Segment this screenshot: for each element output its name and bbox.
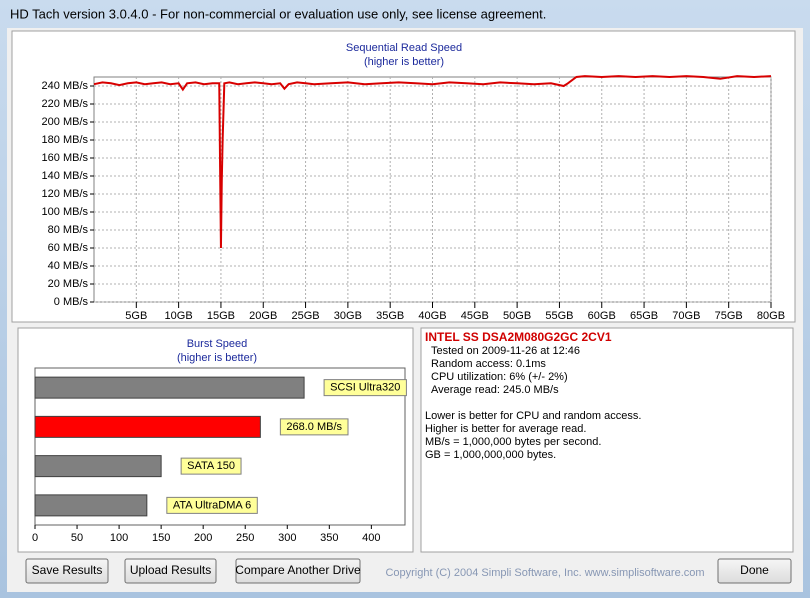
button[interactable]: Upload Results (124, 558, 217, 584)
info-stat: Average read: 245.0 MB/s (431, 384, 559, 396)
drive-name: INTEL SS DSA2M080G2GC 2CV1 (425, 330, 612, 344)
button[interactable]: Compare Another Drive (235, 558, 361, 584)
y-tick-label: 60 MB/s (48, 242, 89, 254)
y-tick-label: 240 MB/s (42, 80, 89, 92)
y-tick-label: 180 MB/s (42, 134, 89, 146)
copyright: Copyright (C) 2004 Simpli Software, Inc.… (385, 567, 704, 579)
info-note: Lower is better for CPU and random acces… (425, 410, 641, 422)
x-tick-label: 350 (320, 532, 338, 544)
bar-label: ATA UltraDMA 6 (173, 499, 251, 511)
button-face[interactable] (25, 558, 109, 584)
info-note: MB/s = 1,000,000 bytes per second. (425, 436, 601, 448)
button-face[interactable] (124, 558, 217, 584)
x-tick-label: 35GB (376, 310, 404, 322)
button-face[interactable] (717, 558, 792, 584)
y-tick-label: 160 MB/s (42, 152, 89, 164)
x-tick-label: 65GB (630, 310, 658, 322)
y-tick-label: 0 MB/s (54, 296, 89, 308)
chart-title: Sequential Read Speed (346, 42, 462, 54)
button-label[interactable]: Compare Another Drive (235, 563, 361, 577)
bar-label: SCSI Ultra320 (330, 382, 400, 394)
info-stat: CPU utilization: 6% (+/- 2%) (431, 371, 568, 383)
button[interactable]: Save Results (25, 558, 109, 584)
bar-label-box (279, 418, 349, 436)
y-tick-label: 100 MB/s (42, 206, 89, 218)
x-tick-label: 50GB (503, 310, 531, 322)
bar-label: 268.0 MB/s (286, 421, 342, 433)
bar-label-box (166, 496, 258, 514)
chart-subtitle: (higher is better) (364, 56, 444, 68)
chart-title: Burst Speed (187, 338, 248, 350)
x-tick-label: 20GB (249, 310, 277, 322)
info-panel (420, 327, 794, 553)
x-tick-label: 400 (362, 532, 380, 544)
info-stat: Tested on 2009-11-26 at 12:46 (431, 345, 580, 357)
x-tick-label: 0 (32, 532, 38, 544)
y-tick-label: 220 MB/s (42, 98, 89, 110)
y-tick-label: 20 MB/s (48, 278, 89, 290)
bar (34, 415, 261, 438)
x-tick-label: 25GB (291, 310, 319, 322)
info-note: Higher is better for average read. (425, 423, 586, 435)
x-tick-label: 70GB (672, 310, 700, 322)
y-tick-label: 200 MB/s (42, 116, 89, 128)
x-tick-label: 45GB (461, 310, 489, 322)
bar-label-box (180, 457, 242, 475)
bar (34, 494, 148, 517)
x-tick-label: 50 (71, 532, 83, 544)
chart-subtitle: (higher is better) (177, 352, 257, 364)
info-stat: Random access: 0.1ms (431, 358, 546, 370)
window-title: HD Tach version 3.0.4.0 - For non-commer… (10, 6, 546, 21)
x-tick-label: 30GB (334, 310, 362, 322)
x-tick-label: 15GB (207, 310, 235, 322)
x-tick-label: 300 (278, 532, 296, 544)
x-tick-label: 10GB (165, 310, 193, 322)
x-tick-label: 55GB (545, 310, 573, 322)
button-face[interactable] (235, 558, 361, 584)
bar-label: SATA 150 (187, 460, 235, 472)
bar (34, 376, 305, 399)
x-tick-label: 250 (236, 532, 254, 544)
button-label[interactable]: Done (740, 563, 769, 577)
x-tick-label: 5GB (125, 310, 147, 322)
info-note: GB = 1,000,000,000 bytes. (425, 449, 556, 461)
button-label[interactable]: Save Results (32, 563, 103, 577)
x-tick-label: 75GB (715, 310, 743, 322)
y-tick-label: 120 MB/s (42, 188, 89, 200)
x-tick-label: 150 (152, 532, 170, 544)
bar-label-box (323, 379, 407, 397)
y-tick-label: 140 MB/s (42, 170, 89, 182)
x-tick-label: 200 (194, 532, 212, 544)
x-tick-label: 60GB (588, 310, 616, 322)
read-line (93, 75, 772, 249)
x-tick-label: 80GB (757, 310, 785, 322)
button-label[interactable]: Upload Results (130, 563, 211, 577)
y-tick-label: 80 MB/s (48, 224, 89, 236)
y-tick-label: 40 MB/s (48, 260, 89, 272)
x-tick-label: 100 (110, 532, 128, 544)
bar (34, 455, 162, 478)
button[interactable]: Done (717, 558, 792, 584)
x-tick-label: 40GB (418, 310, 446, 322)
